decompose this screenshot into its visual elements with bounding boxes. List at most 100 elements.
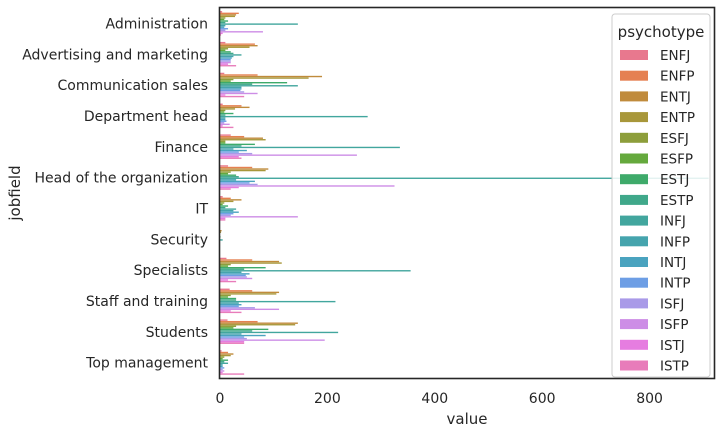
- bar-esfp: [220, 49, 226, 52]
- bar-entj: [220, 137, 263, 139]
- x-tick-labels: 0 200 400 600 800: [216, 391, 663, 407]
- bar-infj: [220, 300, 336, 303]
- y-tick-label: Advertising and marketing: [22, 47, 208, 63]
- bar-enfp: [220, 320, 258, 323]
- bar-isfj: [220, 214, 231, 216]
- legend-label: ISFP: [660, 317, 688, 333]
- bar-isfj: [220, 276, 247, 278]
- bar-intj: [220, 26, 225, 28]
- bar-entj: [220, 168, 269, 170]
- y-tick-labels: Administration Advertising and marketing C…: [22, 16, 208, 371]
- bar-intp: [220, 182, 250, 184]
- bar-estp: [220, 206, 226, 209]
- bar-infj: [220, 115, 368, 118]
- bar-infp: [220, 209, 234, 212]
- bar-intj: [220, 365, 223, 368]
- legend-swatch: [620, 70, 648, 81]
- bar-entj: [220, 14, 237, 16]
- bar-enfp: [220, 43, 255, 45]
- bar-intp: [220, 213, 234, 215]
- x-tick-label: 200: [314, 391, 341, 407]
- bar-isfj: [220, 337, 247, 340]
- bar-isfj: [220, 122, 225, 124]
- bar-entp: [220, 15, 236, 18]
- legend-swatch: [620, 257, 648, 267]
- bar-esfj: [220, 171, 231, 173]
- legend-swatch: [620, 194, 648, 205]
- bar-enfj: [220, 41, 226, 44]
- bar-istj: [220, 310, 231, 312]
- bar-esfp: [220, 142, 226, 144]
- bar-istj: [220, 341, 245, 343]
- bar-entj: [220, 291, 280, 294]
- bar-isfj: [220, 60, 231, 62]
- y-tick-label: IT: [195, 201, 208, 217]
- bar-intj: [220, 119, 226, 121]
- bar-enfp: [220, 259, 253, 261]
- legend-swatch: [620, 91, 648, 102]
- bar-infj: [220, 362, 229, 364]
- bar-isfp: [220, 308, 280, 311]
- bar-intp: [220, 336, 245, 338]
- bar-infp: [220, 148, 234, 150]
- bar-enfj: [220, 165, 229, 167]
- bar-estj: [220, 328, 269, 331]
- bar-infp: [220, 179, 237, 181]
- bar-infj: [220, 177, 709, 179]
- bar-istp: [220, 188, 231, 190]
- bar-esfj: [220, 356, 225, 358]
- legend-label: ESTJ: [660, 172, 689, 188]
- bars-layer: [220, 11, 709, 375]
- bar-istj: [220, 125, 223, 127]
- bar-estp: [220, 268, 245, 270]
- bar-esfp: [220, 172, 229, 175]
- bar-estj: [220, 143, 255, 146]
- bar-isfj: [220, 152, 253, 155]
- bar-enfj: [220, 196, 223, 198]
- bar-enfp: [220, 135, 245, 138]
- bar-esfp: [220, 203, 223, 206]
- legend-swatch: [620, 174, 648, 185]
- bar-infj: [220, 331, 339, 334]
- bar-isfp: [220, 185, 395, 187]
- bar-enfp: [220, 12, 239, 15]
- bar-infj: [220, 270, 411, 272]
- bar-intp: [220, 28, 229, 30]
- legend-swatch: [620, 50, 648, 60]
- bar-estp: [220, 114, 226, 116]
- legend-label: INTP: [660, 276, 690, 292]
- bar-isfp: [220, 154, 357, 156]
- bar-esfp: [220, 18, 225, 21]
- bar-esfj: [220, 202, 225, 204]
- bar-estp: [220, 330, 253, 332]
- bar-estj: [220, 174, 237, 176]
- bar-entp: [220, 169, 266, 172]
- x-tick-label: 800: [636, 391, 663, 407]
- bar-intj: [220, 57, 232, 59]
- bar-infp: [220, 302, 239, 304]
- bar-intj: [220, 334, 266, 337]
- bar-enfp: [220, 166, 253, 169]
- bar-intj: [220, 88, 242, 90]
- bar-esfj: [220, 109, 226, 112]
- bar-estj: [220, 205, 229, 207]
- bar-istp: [220, 373, 245, 375]
- bar-enfj: [220, 72, 225, 75]
- bar-infj: [220, 146, 400, 149]
- bar-enfj: [220, 257, 227, 260]
- y-tick-label: Students: [146, 325, 208, 341]
- bar-estp: [220, 361, 225, 363]
- bar-estj: [220, 112, 234, 115]
- bar-intp: [220, 367, 225, 369]
- bar-estj: [220, 359, 229, 361]
- bar-estj: [220, 297, 237, 300]
- legend-items: ENFJ ENFP ENTJ ENTP ESFJ ESFP ESTJ ESTP INFJ INFP…: [620, 48, 695, 375]
- bar-entp: [220, 262, 282, 264]
- bar-istj: [220, 217, 226, 220]
- legend-label: ESFP: [660, 152, 693, 168]
- bar-isfj: [220, 183, 258, 186]
- bar-isfj: [220, 307, 255, 309]
- bar-enfj: [220, 319, 228, 321]
- bar-istj: [220, 94, 226, 96]
